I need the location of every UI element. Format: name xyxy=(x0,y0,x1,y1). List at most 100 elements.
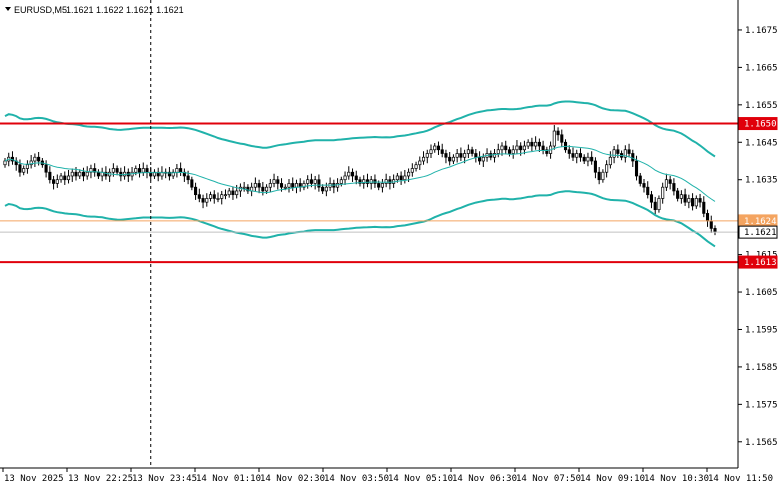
lower-band-line xyxy=(4,190,716,248)
ohlc-values: 1.1621 1.1622 1.1621 1.1621 xyxy=(66,5,184,15)
candle xyxy=(70,168,74,182)
y-tick-label: 1.1575 xyxy=(745,400,778,410)
candle xyxy=(597,166,601,185)
x-tick-label: 14 Nov 01:10 xyxy=(196,474,261,484)
levels xyxy=(0,122,738,264)
candle xyxy=(541,140,545,155)
candle xyxy=(653,196,657,215)
candle xyxy=(627,143,631,158)
candle xyxy=(350,168,355,182)
candle xyxy=(22,165,26,176)
candle xyxy=(623,145,627,163)
level-badge-1613-label: 1.1613 xyxy=(744,258,777,268)
candle xyxy=(507,146,512,157)
y-tick-label: 1.1565 xyxy=(745,438,778,448)
candle xyxy=(410,163,414,177)
candle xyxy=(201,194,205,209)
candle xyxy=(399,171,403,185)
candle xyxy=(115,165,119,176)
candle xyxy=(691,193,695,211)
y-tick-label: 1.1605 xyxy=(745,288,778,298)
candle xyxy=(698,193,702,208)
candle xyxy=(683,188,687,206)
ask-badge: 1.1624 xyxy=(738,214,778,228)
candle xyxy=(272,173,276,188)
candle xyxy=(608,151,612,169)
bid-badge: 1.1621 xyxy=(738,225,778,239)
x-tick-label: 14 Nov 05:10 xyxy=(388,474,453,484)
y-tick-label: 1.1675 xyxy=(745,26,778,36)
candle xyxy=(276,175,280,190)
y-tick-label: 1.1655 xyxy=(745,101,778,111)
candle xyxy=(362,175,366,189)
candle xyxy=(365,173,370,188)
candle xyxy=(384,173,388,188)
candle xyxy=(440,143,444,158)
bollinger-bands xyxy=(4,100,716,248)
candle xyxy=(25,160,29,174)
y-axis: 1.16751.16651.16551.16451.16351.16151.16… xyxy=(738,26,778,448)
x-tick-label: 13 Nov 22:25 xyxy=(68,474,133,484)
candle xyxy=(321,184,325,194)
candle xyxy=(567,145,571,159)
candle xyxy=(425,149,429,164)
candle xyxy=(560,129,564,147)
candle xyxy=(343,171,347,185)
candle xyxy=(231,186,235,200)
candle xyxy=(18,159,22,177)
candle xyxy=(672,178,676,196)
y-tick-label: 1.1635 xyxy=(745,176,778,186)
candle xyxy=(590,151,594,165)
x-tick-label: 14 Nov 02:30 xyxy=(260,474,325,484)
candle xyxy=(227,187,231,198)
candles xyxy=(3,125,717,236)
candle xyxy=(216,192,220,203)
candle xyxy=(48,166,52,184)
candle xyxy=(605,160,609,178)
candle xyxy=(268,178,272,193)
x-tick-label: 14 Nov 11:50 xyxy=(708,474,773,484)
x-tick-label: 14 Nov 07:50 xyxy=(516,474,581,484)
candle xyxy=(302,180,306,191)
candle xyxy=(208,191,213,202)
candle xyxy=(612,146,616,164)
candle xyxy=(571,147,575,161)
candle xyxy=(702,196,706,218)
candle xyxy=(676,187,680,202)
candle xyxy=(661,182,665,204)
candle xyxy=(403,169,407,184)
level-badge-1650: 1.1650 xyxy=(738,117,778,131)
candle xyxy=(649,190,654,209)
candle xyxy=(657,195,661,213)
candle xyxy=(253,177,257,191)
candle xyxy=(578,148,583,162)
candle xyxy=(638,172,642,187)
candle xyxy=(235,184,239,199)
candle xyxy=(668,175,672,190)
x-tick-label: 14 Nov 09:10 xyxy=(580,474,645,484)
candle xyxy=(257,179,261,194)
candle xyxy=(545,146,549,157)
x-tick-label: 14 Nov 06:30 xyxy=(452,474,517,484)
candle xyxy=(601,169,605,183)
candle xyxy=(511,145,515,159)
bid-badge-label: 1.1621 xyxy=(744,228,777,238)
middle-band-line xyxy=(4,145,716,202)
candle xyxy=(418,156,422,170)
candle xyxy=(291,177,295,191)
candle xyxy=(167,166,171,181)
candle xyxy=(515,140,519,154)
candle xyxy=(552,125,556,150)
x-tick-label: 14 Nov 03:50 xyxy=(324,474,389,484)
candle xyxy=(55,174,59,188)
candle xyxy=(687,194,691,209)
candle xyxy=(212,190,216,204)
y-tick-label: 1.1585 xyxy=(745,363,778,373)
candle xyxy=(436,141,441,156)
dropdown-triangle-icon[interactable] xyxy=(5,7,11,11)
candle xyxy=(448,152,452,166)
y-tick-label: 1.1645 xyxy=(745,138,778,148)
